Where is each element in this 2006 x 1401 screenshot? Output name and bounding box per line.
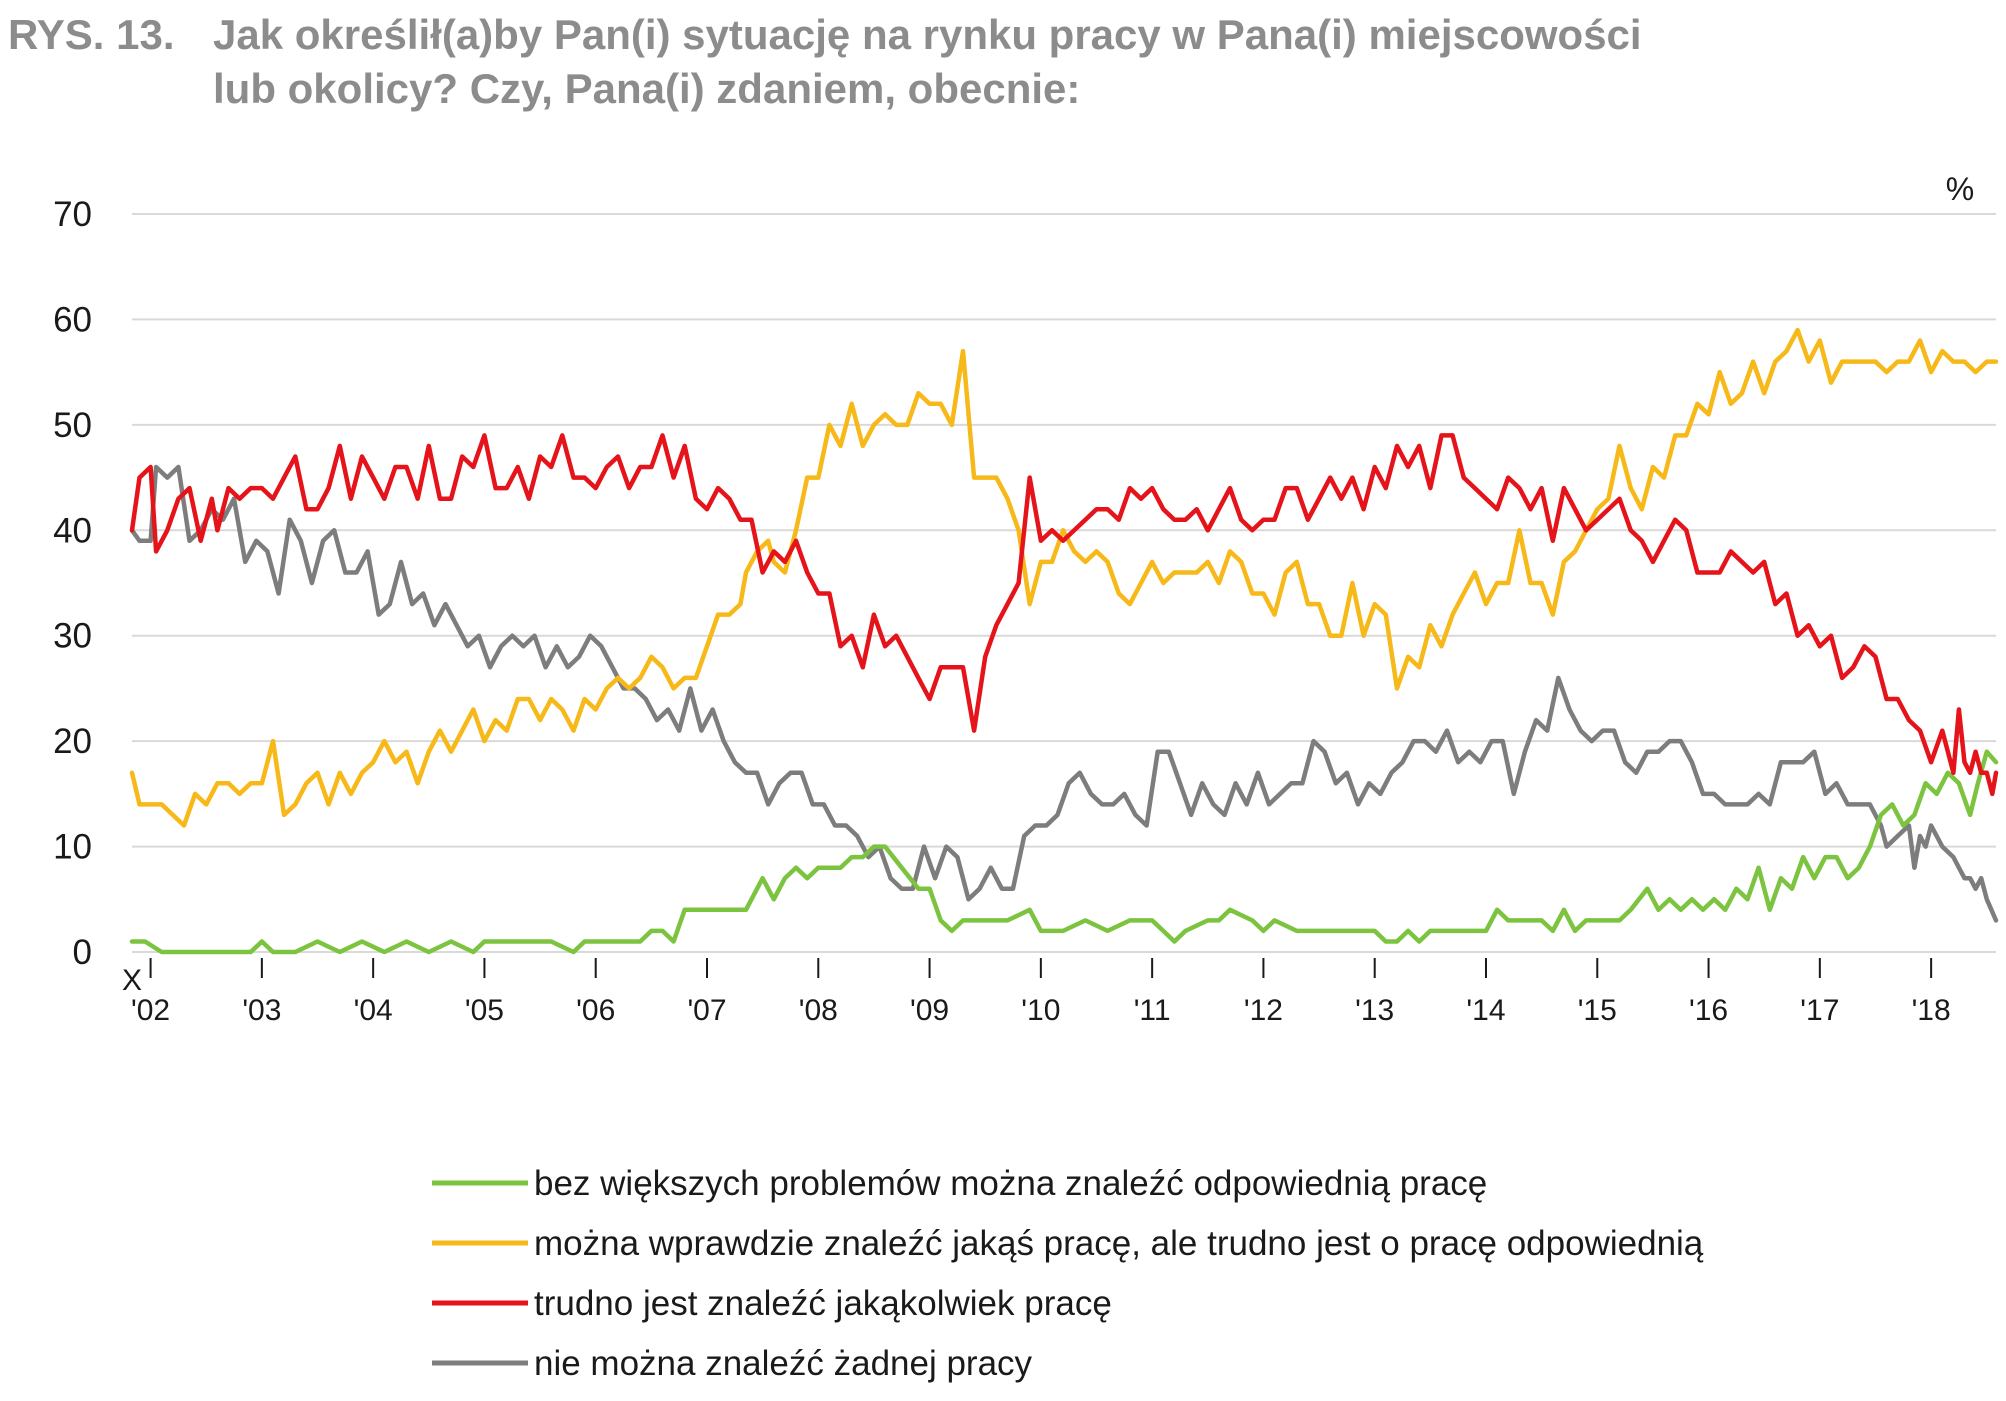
x-tick-label: X (122, 964, 142, 997)
figure-title-line-1: Jak określił(a)by Pan(i) sytuację na ryn… (213, 11, 1642, 58)
figure-label: RYS. 13. (8, 11, 175, 58)
series-line-0 (129, 749, 1999, 955)
legend-label-3: nie można znaleźć żadnej pracy (534, 1344, 1033, 1383)
figure-title-line-2: lub okolicy? Czy, Pana(i) zdaniem, obecn… (213, 65, 1081, 112)
x-tick-label: '07 (687, 994, 726, 1027)
y-tick-label: 10 (53, 828, 92, 867)
y-tick-label: 20 (53, 722, 92, 761)
x-tick-label: '08 (799, 994, 838, 1027)
series-line-1 (129, 327, 1999, 828)
x-axis: X'02 '03 '04 '05 '06 '07 '08 '09 '10 '11 '12 '13 '14… (122, 951, 1996, 1027)
x-tick-label: '17 (1800, 994, 1839, 1027)
x-tick-label: '18 (1912, 994, 1951, 1027)
series-line-2 (129, 433, 1999, 797)
unit-label: % (1946, 171, 1974, 207)
y-axis: 0 10 20 30 40 50 60 70 (53, 195, 92, 972)
x-tick-label: '11 (1134, 994, 1171, 1027)
legend: bez większych problemów można znaleźć od… (432, 1164, 1704, 1383)
x-tick-label: '13 (1355, 994, 1394, 1027)
x-tick-label: '02 (131, 994, 170, 1027)
y-tick-label: 60 (53, 300, 92, 339)
x-tick-label: '05 (465, 994, 504, 1027)
x-tick-label: '10 (1021, 994, 1060, 1027)
y-tick-label: 0 (73, 933, 92, 972)
y-tick-label: 70 (53, 195, 92, 234)
y-tick-label: 40 (53, 511, 92, 550)
series-line-3 (129, 464, 1999, 923)
legend-label-1: można wprawdzie znaleźć jakąś pracę, ale… (534, 1224, 1704, 1263)
x-tick-label: '15 (1578, 994, 1617, 1027)
legend-label-0: bez większych problemów można znaleźć od… (534, 1164, 1487, 1203)
x-tick-label: '09 (910, 994, 949, 1027)
y-tick-label: 50 (53, 406, 92, 445)
x-tick-label: '03 (242, 994, 281, 1027)
series-lines (129, 327, 1999, 955)
x-tick-label: '16 (1689, 994, 1728, 1027)
x-tick-label: '12 (1244, 994, 1283, 1027)
y-tick-label: 30 (53, 617, 92, 656)
figure-title: RYS. 13. Jak określił(a)by Pan(i) sytuacj… (8, 8, 1988, 116)
x-tick-label: '06 (576, 994, 615, 1027)
x-tick-label: '14 (1466, 994, 1505, 1027)
legend-label-2: trudno jest znaleźć jakąkolwiek pracę (534, 1284, 1112, 1323)
x-tick-label: '04 (354, 994, 393, 1027)
